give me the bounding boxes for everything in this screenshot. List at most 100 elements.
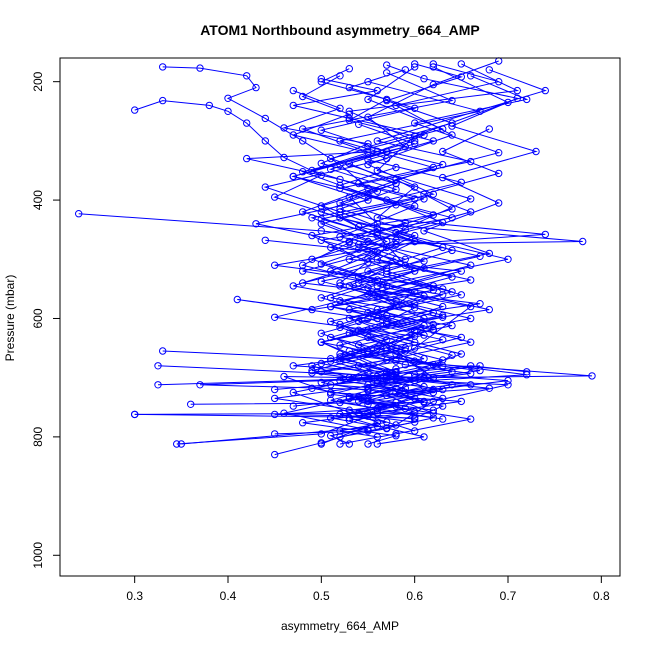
data-point xyxy=(401,361,409,369)
data-point xyxy=(532,147,540,156)
data-point xyxy=(373,292,381,301)
data-point xyxy=(373,288,381,296)
data-point xyxy=(355,179,363,188)
data-point xyxy=(392,388,400,397)
data-point xyxy=(364,267,372,275)
data-point xyxy=(289,362,297,370)
data-point xyxy=(336,376,344,385)
data-point xyxy=(261,183,269,191)
data-point xyxy=(159,96,167,105)
data-point xyxy=(429,286,437,294)
data-point xyxy=(383,347,391,355)
data-point xyxy=(476,366,484,375)
data-point xyxy=(289,86,297,95)
data-point xyxy=(364,387,372,395)
data-point xyxy=(392,369,400,377)
data-point xyxy=(485,125,493,133)
data-point xyxy=(373,433,381,441)
data-point xyxy=(457,73,465,81)
data-point xyxy=(355,273,363,281)
data-point xyxy=(420,382,428,391)
data-point xyxy=(289,101,297,110)
data-point xyxy=(355,245,363,253)
data-point xyxy=(345,255,353,263)
chart-title: ATOM1 Northbound asymmetry_664_AMP xyxy=(200,22,480,38)
data-point xyxy=(439,302,447,311)
data-point xyxy=(271,430,279,438)
data-point xyxy=(317,260,325,268)
data-point xyxy=(476,300,484,308)
data-point xyxy=(439,243,447,252)
data-point xyxy=(439,394,447,403)
data-point xyxy=(252,83,260,92)
data-point xyxy=(271,385,279,394)
data-point xyxy=(289,172,297,181)
data-point xyxy=(364,184,372,192)
data-point xyxy=(411,195,419,203)
data-point xyxy=(448,381,456,389)
data-point xyxy=(373,372,381,381)
data-point xyxy=(383,372,391,380)
data-point xyxy=(327,355,335,363)
data-point xyxy=(364,308,372,317)
data-point xyxy=(429,325,437,333)
data-point xyxy=(401,226,409,234)
data-point xyxy=(317,430,325,438)
data-point xyxy=(420,195,428,203)
data-point xyxy=(429,137,437,145)
data-point xyxy=(224,94,232,103)
data-point xyxy=(159,63,167,71)
series-line xyxy=(328,320,406,438)
data-point xyxy=(364,156,372,164)
data-point xyxy=(289,388,297,397)
data-point xyxy=(411,60,419,68)
data-point xyxy=(317,78,325,86)
data-point xyxy=(261,137,269,145)
data-point xyxy=(448,288,456,296)
data-point xyxy=(224,107,232,116)
series-line xyxy=(293,63,464,373)
data-point xyxy=(373,86,381,95)
series-line xyxy=(162,60,499,360)
data-point xyxy=(308,305,316,314)
data-point xyxy=(308,362,316,370)
data-point xyxy=(336,410,344,419)
series-line xyxy=(157,69,547,386)
data-point xyxy=(420,75,428,83)
data-point xyxy=(383,356,391,364)
data-point xyxy=(523,95,531,104)
data-point xyxy=(271,450,279,459)
data-point xyxy=(299,92,307,101)
data-point xyxy=(373,228,381,237)
data-point xyxy=(345,347,353,355)
data-point xyxy=(420,264,428,272)
data-point xyxy=(299,267,307,275)
data-point xyxy=(327,165,335,174)
data-point xyxy=(392,432,400,440)
data-point xyxy=(429,397,437,406)
data-point xyxy=(448,205,456,213)
data-point xyxy=(457,291,465,299)
data-point xyxy=(439,311,447,320)
data-point xyxy=(364,160,372,169)
data-point xyxy=(187,400,195,408)
data-point xyxy=(467,72,475,80)
data-point xyxy=(173,440,181,448)
y-tick-label: 600 xyxy=(31,308,45,328)
series-21 xyxy=(289,60,465,376)
data-point xyxy=(317,220,325,228)
data-point xyxy=(317,338,325,346)
data-point xyxy=(513,94,521,103)
data-point xyxy=(476,362,484,370)
data-point xyxy=(299,419,307,427)
data-point xyxy=(588,372,596,380)
series-line xyxy=(237,239,481,432)
data-point xyxy=(439,356,447,364)
data-point xyxy=(467,362,475,370)
data-point xyxy=(364,113,372,121)
data-point xyxy=(336,357,344,365)
data-point xyxy=(317,215,325,223)
data-point xyxy=(308,255,316,263)
data-point xyxy=(467,208,475,216)
